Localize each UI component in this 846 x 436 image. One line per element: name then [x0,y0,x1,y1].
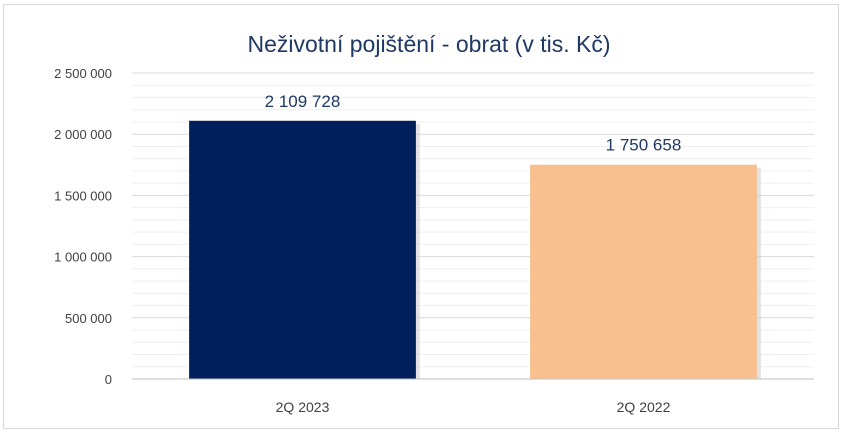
y-tick-label: 2 000 000 [54,127,112,142]
y-tick-label: 1 500 000 [54,188,112,203]
chart-title: Neživotní pojištění - obrat (v tis. Kč) [247,31,610,57]
y-tick-label: 1 000 000 [54,250,112,265]
bar [530,164,757,379]
bar-chart: Neživotní pojištění - obrat (v tis. Kč) … [54,31,814,415]
y-tick-label: 500 000 [65,311,112,326]
y-axis: 0 500 000 1 000 000 1 500 000 2 000 000 2 500… [54,66,112,387]
x-axis: 2Q 2023 2Q 2022 [132,378,814,415]
y-tick-label: 0 [105,372,112,387]
data-labels: 2 109 728 1 750 658 [265,92,682,155]
data-label: 2 109 728 [265,92,341,111]
chart-frame: Neživotní pojištění - obrat (v tis. Kč) … [3,4,839,429]
y-tick-label: 2 500 000 [54,66,112,81]
x-tick-label: 2Q 2023 [276,399,330,415]
bars [189,120,761,380]
data-label: 1 750 658 [606,136,682,155]
x-tick-label: 2Q 2022 [617,399,671,415]
bar [189,120,416,380]
